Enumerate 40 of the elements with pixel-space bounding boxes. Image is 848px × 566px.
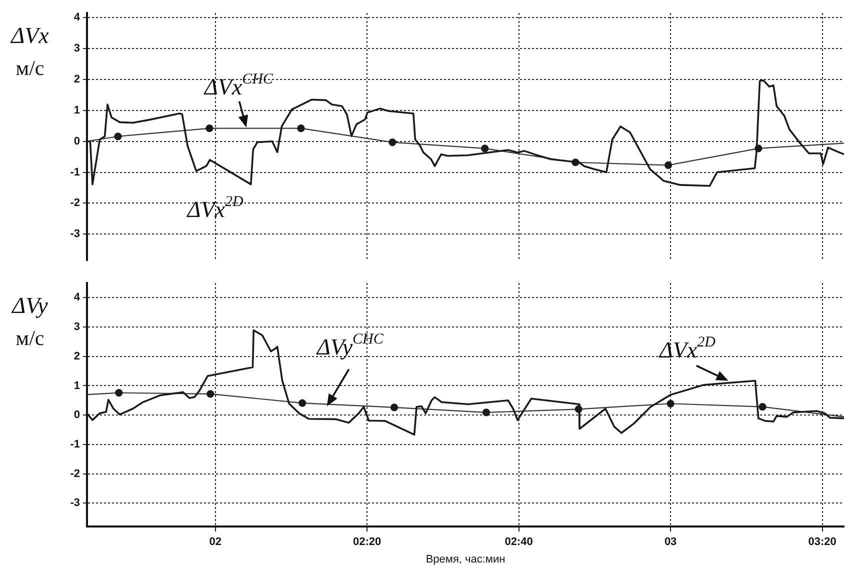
- point: [206, 124, 214, 132]
- y-tick-label: 0: [74, 409, 80, 422]
- y-tick-label: 2: [74, 350, 80, 362]
- point: [298, 399, 306, 407]
- x-tick-label: 02:40: [504, 536, 533, 548]
- y-tick-label: 1: [74, 380, 80, 392]
- point: [482, 408, 490, 416]
- y-tick-label: -2: [70, 468, 80, 480]
- y-tick-label: -2: [70, 197, 80, 210]
- y-tick-label: -1: [70, 438, 80, 450]
- y-tick-label: -3: [70, 497, 80, 510]
- x-tick-label: 02: [209, 536, 222, 548]
- point: [206, 390, 214, 398]
- y-axis-title: ΔVy м/с: [11, 293, 49, 350]
- point: [390, 404, 398, 412]
- y-tick-label: 4: [74, 292, 81, 304]
- point: [115, 388, 123, 397]
- y-tick-label: 1: [74, 104, 80, 116]
- x-axis-title: Время, час:мин: [426, 553, 506, 566]
- x-tick-label: 03: [664, 536, 677, 548]
- y-tick-label: 3: [74, 42, 80, 55]
- x-tick-label: 03:20: [808, 536, 836, 548]
- point: [574, 405, 582, 414]
- y-axis-title: ΔVx м/с: [10, 23, 50, 80]
- point: [754, 144, 762, 152]
- x-tick-label: 02:20: [353, 536, 382, 548]
- y-tick-label: 4: [74, 12, 81, 24]
- point: [297, 124, 305, 132]
- point: [572, 158, 580, 166]
- y-tick-label: 3: [74, 321, 80, 334]
- point: [481, 144, 489, 152]
- y-tick-label: 2: [74, 74, 80, 86]
- point: [388, 138, 396, 146]
- point: [114, 132, 122, 140]
- point: [664, 161, 672, 169]
- point: [758, 403, 766, 411]
- y-tick-label: -1: [70, 166, 80, 178]
- point: [666, 400, 674, 408]
- y-tick-label: 0: [74, 135, 80, 148]
- y-tick-label: -3: [70, 228, 80, 240]
